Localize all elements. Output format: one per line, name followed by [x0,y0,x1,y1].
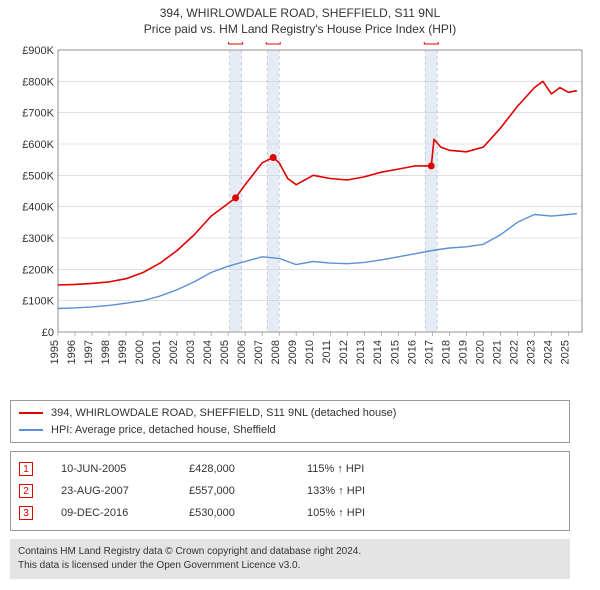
event-row: 3 09-DEC-2016 £530,000 105% ↑ HPI [19,502,561,524]
svg-text:2019: 2019 [457,340,469,364]
footnote-line-1: Contains HM Land Registry data © Crown c… [18,545,562,559]
svg-text:2017: 2017 [423,340,435,364]
svg-text:2024: 2024 [542,340,554,364]
svg-text:2013: 2013 [355,340,367,364]
svg-text:2007: 2007 [253,340,265,364]
svg-text:2: 2 [270,42,276,44]
legend-label: HPI: Average price, detached house, Shef… [51,422,276,439]
svg-text:1997: 1997 [83,340,95,364]
svg-text:1: 1 [233,42,239,44]
svg-text:2011: 2011 [321,340,333,364]
event-row: 1 10-JUN-2005 £428,000 115% ↑ HPI [19,458,561,480]
event-hpi: 105% ↑ HPI [307,507,365,519]
svg-text:2004: 2004 [202,340,214,364]
svg-text:2021: 2021 [491,340,503,364]
svg-text:£500K: £500K [22,170,54,182]
legend: 394, WHIRLOWDALE ROAD, SHEFFIELD, S11 9N… [10,400,570,443]
svg-text:2001: 2001 [151,340,163,364]
event-row: 2 23-AUG-2007 £557,000 133% ↑ HPI [19,480,561,502]
price-chart: £0 £100K £200K £300K £400K £500K £600K £700K £80… [10,42,590,392]
event-date: 23-AUG-2007 [61,485,161,497]
footnote-line-2: This data is licensed under the Open Gov… [18,559,562,573]
svg-text:£300K: £300K [22,233,54,245]
svg-text:£200K: £200K [22,264,54,276]
event-date: 10-JUN-2005 [61,463,161,475]
legend-label: 394, WHIRLOWDALE ROAD, SHEFFIELD, S11 9N… [51,405,396,422]
legend-swatch [19,412,43,414]
svg-text:£600K: £600K [22,139,54,151]
svg-text:2003: 2003 [185,340,197,364]
page-subtitle: Price paid vs. HM Land Registry's House … [10,22,590,36]
events-table: 1 10-JUN-2005 £428,000 115% ↑ HPI 2 23-AUG-20… [10,451,570,531]
svg-text:1996: 1996 [66,340,78,364]
svg-text:1999: 1999 [117,340,129,364]
svg-text:1998: 1998 [100,340,112,364]
event-date: 09-DEC-2016 [61,507,161,519]
svg-text:2010: 2010 [304,340,316,364]
svg-text:2002: 2002 [168,340,180,364]
event-marker: 1 [19,462,33,476]
svg-text:£700K: £700K [22,108,54,120]
event-hpi: 115% ↑ HPI [307,463,364,475]
event-hpi: 133% ↑ HPI [307,485,365,497]
chart-svg: £0 £100K £200K £300K £400K £500K £600K £700K £80… [10,42,590,392]
svg-text:2016: 2016 [406,340,418,364]
svg-text:2014: 2014 [372,340,384,364]
svg-text:1995: 1995 [49,340,61,364]
svg-text:3: 3 [428,42,434,44]
page-title: 394, WHIRLOWDALE ROAD, SHEFFIELD, S11 9N… [10,6,590,20]
svg-text:2006: 2006 [236,340,248,364]
svg-text:£800K: £800K [22,76,54,88]
svg-text:2015: 2015 [389,340,401,364]
svg-text:£900K: £900K [22,45,54,57]
event-price: £557,000 [189,485,279,497]
svg-text:2025: 2025 [559,340,571,364]
footnote: Contains HM Land Registry data © Crown c… [10,539,570,579]
svg-text:2018: 2018 [440,340,452,364]
svg-text:2008: 2008 [270,340,282,364]
svg-text:2000: 2000 [134,340,146,364]
legend-row: HPI: Average price, detached house, Shef… [19,422,561,439]
svg-text:2023: 2023 [525,340,537,364]
svg-text:2020: 2020 [474,340,486,364]
svg-text:£0: £0 [42,327,54,339]
svg-text:2009: 2009 [287,340,299,364]
svg-text:£400K: £400K [22,202,54,214]
event-marker: 2 [19,484,33,498]
event-price: £530,000 [189,507,279,519]
event-marker: 3 [19,506,33,520]
svg-text:£100K: £100K [22,296,54,308]
legend-swatch [19,429,43,431]
svg-text:2012: 2012 [338,340,350,364]
legend-row: 394, WHIRLOWDALE ROAD, SHEFFIELD, S11 9N… [19,405,561,422]
svg-text:2005: 2005 [219,340,231,364]
event-price: £428,000 [189,463,279,475]
svg-text:2022: 2022 [508,340,520,364]
